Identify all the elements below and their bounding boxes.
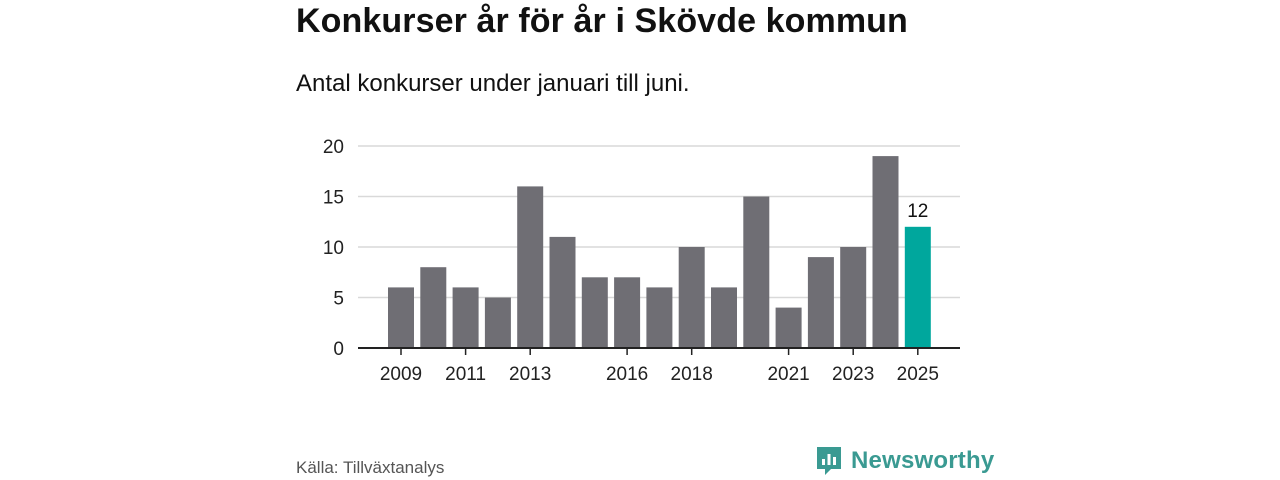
bar [840,247,867,348]
y-tick-label: 20 [323,137,344,158]
bar-chart: 0 5 10 15 20 12 2009 2011 2013 2016 2018 2021 2023 20… [323,137,960,385]
bar [614,277,641,348]
newsworthy-brand: Newsworthy [815,445,994,477]
y-tick-label: 5 [333,289,344,310]
bar [775,307,802,348]
y-tick-label: 0 [333,339,344,360]
y-tick-label: 10 [323,238,344,259]
x-tick-label: 2009 [380,364,422,385]
bar [517,186,544,348]
x-tick-label: 2016 [606,364,648,385]
bar [872,156,899,348]
newsworthy-logo-icon [817,447,841,475]
y-tick-label: 15 [323,188,344,209]
x-tick-label: 2025 [897,364,939,385]
bar [581,277,608,348]
bar [549,236,576,348]
chart-subtitle: Antal konkurser under januari till juni. [296,70,690,97]
bar [646,287,673,348]
x-tick-label: 2013 [509,364,551,385]
x-tick-label: 2011 [445,364,486,385]
brand-name: Newsworthy [851,447,995,474]
bar [484,297,511,348]
bar [743,196,770,348]
bar [678,247,705,348]
x-tick-label: 2021 [767,364,809,385]
data-label: 12 [907,201,928,222]
source-note: Källa: Tillväxtanalys [296,458,445,477]
bar [420,267,447,348]
bar-highlight [904,226,931,348]
bar [388,287,414,348]
x-tick-label: 2018 [671,364,713,385]
bar [711,287,737,348]
x-tick-label: 2023 [832,364,874,385]
chart-title: Konkurser år för år i Skövde kommun [296,2,908,40]
bar [807,257,834,348]
bar [452,287,479,348]
